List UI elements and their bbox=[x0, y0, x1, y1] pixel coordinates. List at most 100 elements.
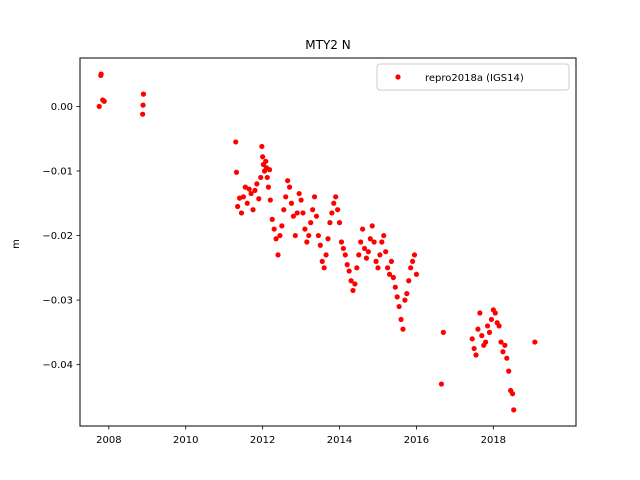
data-point bbox=[411, 252, 418, 258]
data-point bbox=[400, 326, 406, 332]
data-point bbox=[271, 226, 277, 232]
data-point bbox=[346, 268, 352, 274]
y-tick-label: −0.03 bbox=[42, 296, 73, 307]
data-point bbox=[350, 287, 356, 294]
data-point bbox=[286, 184, 293, 190]
data-point bbox=[273, 236, 279, 242]
data-point bbox=[329, 210, 335, 216]
x-tick-label: 2012 bbox=[250, 435, 275, 446]
data-point bbox=[263, 158, 269, 164]
data-point bbox=[363, 255, 370, 261]
data-point bbox=[308, 220, 314, 226]
data-point bbox=[304, 239, 310, 245]
data-point bbox=[101, 98, 107, 104]
data-point bbox=[298, 197, 304, 203]
data-point bbox=[259, 143, 265, 150]
data-point bbox=[365, 249, 371, 255]
y-tick-label: 0.00 bbox=[51, 102, 73, 113]
data-point bbox=[256, 196, 262, 202]
data-point bbox=[367, 236, 373, 242]
data-point bbox=[140, 91, 147, 97]
data-point bbox=[248, 190, 254, 197]
data-point bbox=[331, 200, 337, 206]
data-point bbox=[313, 213, 320, 219]
data-point bbox=[402, 297, 408, 303]
data-point bbox=[511, 407, 517, 413]
data-point bbox=[315, 232, 321, 239]
data-point bbox=[496, 323, 502, 329]
data-point bbox=[396, 303, 402, 310]
data-point bbox=[283, 194, 289, 200]
data-point bbox=[140, 111, 146, 117]
data-point bbox=[532, 339, 538, 345]
y-axis-label: m bbox=[11, 239, 22, 249]
data-point bbox=[386, 271, 393, 277]
data-point bbox=[354, 265, 360, 271]
data-point bbox=[285, 178, 291, 184]
data-point bbox=[381, 232, 387, 239]
data-point bbox=[240, 194, 247, 200]
data-point bbox=[290, 213, 296, 219]
data-point bbox=[342, 252, 348, 258]
data-point bbox=[404, 291, 410, 297]
data-point bbox=[335, 207, 341, 213]
data-point bbox=[504, 355, 510, 361]
data-point bbox=[317, 242, 323, 248]
data-point bbox=[235, 203, 241, 210]
data-point bbox=[252, 187, 258, 193]
data-point bbox=[371, 239, 377, 245]
x-tick-label: 2018 bbox=[481, 435, 506, 446]
data-point bbox=[352, 281, 358, 287]
data-point bbox=[260, 154, 266, 160]
data-point bbox=[375, 265, 381, 271]
data-point bbox=[333, 194, 339, 200]
data-point bbox=[509, 391, 516, 397]
data-point bbox=[277, 232, 283, 239]
data-point bbox=[250, 207, 256, 213]
data-point bbox=[475, 326, 481, 332]
data-point bbox=[327, 220, 333, 226]
data-point bbox=[498, 339, 504, 345]
data-point bbox=[492, 310, 498, 316]
data-point bbox=[233, 169, 240, 175]
data-point bbox=[394, 294, 400, 300]
data-point bbox=[258, 174, 264, 181]
data-point bbox=[96, 103, 102, 110]
data-point bbox=[265, 184, 271, 190]
data-point bbox=[296, 190, 302, 197]
data-point bbox=[408, 265, 414, 271]
y-tick-label: −0.02 bbox=[42, 231, 73, 242]
data-point bbox=[488, 316, 495, 323]
data-point bbox=[377, 252, 383, 258]
data-point bbox=[98, 71, 104, 77]
x-tick-label: 2008 bbox=[96, 435, 121, 446]
data-point bbox=[292, 232, 298, 239]
data-point bbox=[140, 102, 146, 108]
legend-label: repro2018a (IGS14) bbox=[425, 73, 524, 84]
data-point bbox=[369, 223, 375, 229]
data-point bbox=[392, 284, 398, 290]
data-point bbox=[325, 236, 331, 242]
data-point bbox=[275, 252, 281, 258]
data-point bbox=[473, 352, 479, 358]
data-point bbox=[358, 239, 364, 245]
y-tick-label: −0.04 bbox=[42, 360, 73, 371]
data-point bbox=[373, 258, 379, 264]
data-point bbox=[440, 329, 446, 335]
data-point bbox=[390, 274, 396, 281]
data-point bbox=[319, 258, 325, 264]
data-point bbox=[479, 333, 485, 339]
data-point bbox=[383, 249, 389, 255]
data-point bbox=[294, 210, 300, 216]
data-point bbox=[360, 226, 366, 232]
data-point bbox=[254, 181, 260, 187]
data-point bbox=[477, 310, 483, 316]
data-point bbox=[344, 262, 350, 268]
legend-marker bbox=[395, 74, 401, 80]
data-point bbox=[484, 323, 491, 329]
data-point bbox=[438, 381, 445, 387]
data-point bbox=[486, 329, 493, 335]
data-point bbox=[281, 207, 287, 213]
data-point bbox=[388, 258, 395, 264]
